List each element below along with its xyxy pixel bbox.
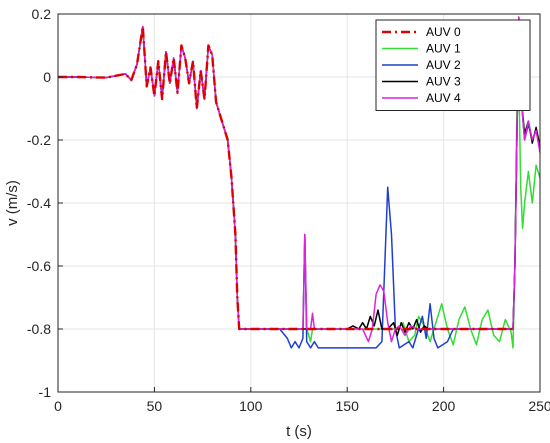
legend-entry: AUV 3 (426, 75, 461, 89)
y-tick-label: 0 (43, 69, 51, 85)
x-tick-label: 100 (239, 398, 263, 414)
x-tick-label: 200 (432, 398, 456, 414)
legend-entry: AUV 2 (426, 58, 461, 72)
grid (57, 13, 541, 393)
series-layer (58, 16, 541, 349)
legend-entry: AUV 4 (426, 91, 461, 105)
series-line-auv-0 (58, 25, 513, 331)
y-tick-label: -0.2 (27, 132, 51, 148)
y-tick-label: -1 (39, 384, 52, 400)
x-axis-label: t (s) (286, 423, 312, 440)
y-tick-label: -0.8 (27, 321, 51, 337)
y-tick-label: 0.2 (32, 6, 52, 22)
y-axis-label: v (m/s) (4, 180, 21, 226)
x-tick-label: 0 (54, 398, 62, 414)
y-tick-label: -0.4 (27, 195, 51, 211)
x-tick-label: 50 (147, 398, 163, 414)
legend: AUV 0 AUV 1 AUV 2 AUV 3 AUV 4 (375, 19, 531, 111)
legend-entry: AUV 1 (426, 42, 461, 56)
y-tick-label: -0.6 (27, 258, 51, 274)
x-tick-label: 250 (528, 398, 550, 414)
legend-entry: AUV 0 (426, 25, 461, 39)
x-tick-label: 150 (336, 398, 360, 414)
axis-ticks: 0 50 100 150 200 250 0.2 0 -0.2 -0.4 -0.6 -0.8 -1 (27, 6, 550, 414)
